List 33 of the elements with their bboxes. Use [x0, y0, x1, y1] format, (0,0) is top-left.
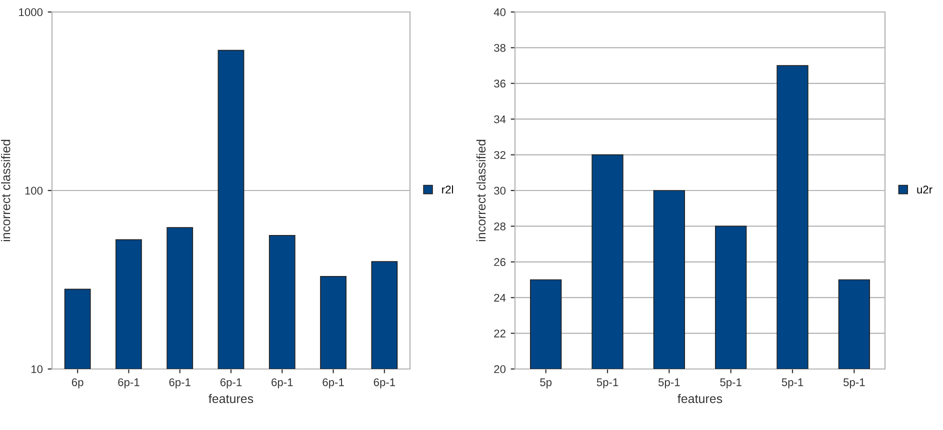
x-tick-label: 5p: [540, 378, 552, 388]
y-axis-title: incorrect classified: [1, 140, 10, 242]
y-tick-label: 1000: [19, 8, 43, 16]
x-tick-label: 6p-1: [118, 378, 140, 388]
y-axis-title: incorrect classified: [476, 140, 486, 242]
y-tick-label: 22: [494, 330, 506, 338]
legend-label: r2l: [442, 185, 453, 194]
y-tick-label: 34: [494, 115, 506, 124]
x-tick-label: 5p-1: [596, 378, 618, 388]
x-tick-label: 5p-1: [843, 378, 865, 388]
y-tick-label: 20: [494, 365, 506, 374]
x-tick-label: 6p-1: [220, 378, 242, 388]
y-tick-label: 10: [31, 365, 43, 374]
x-tick-label: 5p-1: [782, 378, 804, 388]
legend-label: u2r: [917, 186, 932, 194]
x-tick-label: 6p-1: [272, 378, 293, 388]
y-tick-label: 24: [494, 294, 506, 302]
y-tick-label: 28: [494, 222, 506, 230]
y-tick-label: 36: [494, 80, 506, 88]
y-tick-label: 40: [494, 8, 506, 16]
x-tick-label: 5p-1: [720, 378, 742, 388]
x-tick-label: 5p-1: [658, 378, 680, 388]
y-tick-label: 100: [25, 186, 43, 195]
x-axis-title: features: [208, 394, 254, 404]
x-axis-title: features: [678, 394, 722, 404]
x-tick-label: 6p-1: [169, 378, 190, 388]
y-tick-label: 32: [494, 151, 506, 159]
x-tick-label: 6p: [72, 378, 84, 388]
x-tick-label: 6p-1: [322, 378, 344, 388]
x-tick-label: 6p-1: [374, 378, 396, 388]
y-tick-label: 30: [494, 186, 506, 195]
y-tick-label: 38: [494, 44, 506, 52]
y-tick-label: 26: [494, 258, 506, 266]
